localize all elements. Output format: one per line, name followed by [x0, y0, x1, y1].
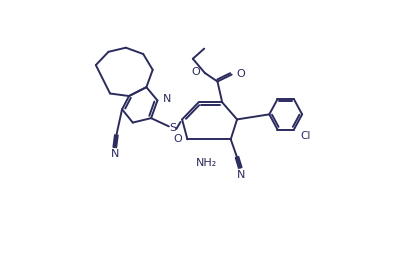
Text: O: O	[192, 67, 200, 77]
Text: O: O	[173, 134, 182, 144]
Text: O: O	[236, 69, 245, 79]
Text: S: S	[169, 123, 176, 133]
Text: Cl: Cl	[301, 131, 311, 141]
Text: NH₂: NH₂	[196, 158, 217, 168]
Text: N: N	[163, 93, 171, 104]
Text: N: N	[236, 170, 245, 180]
Text: N: N	[110, 148, 119, 158]
